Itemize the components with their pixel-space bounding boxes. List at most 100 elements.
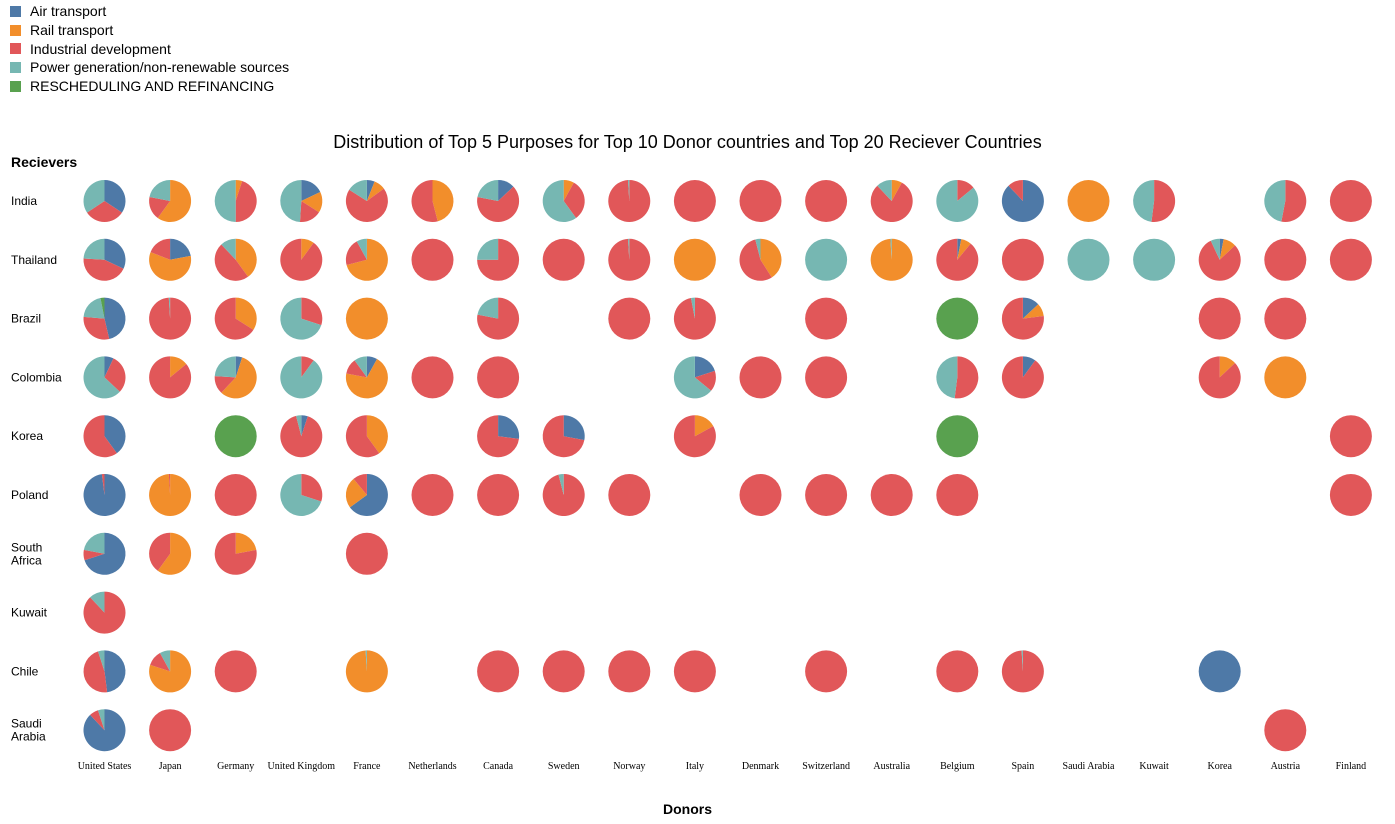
- pie-slice: [755, 238, 761, 260]
- pie-colombia-netherlands: [411, 356, 454, 399]
- pie-slice: [1001, 356, 1044, 399]
- pie-slice: [365, 650, 367, 672]
- pie-slice: [83, 591, 126, 634]
- pie-slice: [104, 297, 126, 340]
- pie-slice: [235, 532, 257, 554]
- pie-brazil-italy: [673, 297, 716, 340]
- x-tick-label: Austria: [1271, 761, 1301, 772]
- pie-slice: [83, 532, 105, 554]
- pie-slice: [83, 298, 105, 319]
- pie-slice: [673, 356, 712, 399]
- pie-thailand-norway: [608, 238, 651, 281]
- pie-slice: [673, 180, 716, 222]
- pie-thailand-austria: [1264, 238, 1307, 281]
- pie-india-kuwait: [1133, 179, 1176, 222]
- x-tick-label: United States: [78, 761, 132, 772]
- pie-slice: [280, 474, 322, 516]
- pie-slice: [356, 238, 367, 260]
- pie-slice: [235, 181, 257, 222]
- pie-slice: [159, 650, 171, 672]
- pie-slice: [1067, 180, 1110, 222]
- pie-slice: [83, 238, 105, 260]
- pie-korea-italy: [673, 415, 716, 458]
- pie-slice: [345, 532, 388, 575]
- pie-slice: [149, 532, 171, 571]
- pie-chile-japan: [149, 650, 192, 693]
- pie-slice: [1264, 297, 1307, 340]
- pie-slice: [1151, 179, 1176, 222]
- legend-label: RESCHEDULING AND REFINANCING: [30, 78, 275, 95]
- pie-thailand-canada: [477, 238, 520, 281]
- x-tick-label: Canada: [483, 761, 514, 772]
- pie-slice: [936, 356, 958, 399]
- pie-slice: [149, 297, 192, 340]
- pie-slice: [149, 474, 192, 516]
- pie-slice: [280, 415, 323, 458]
- pie-slice: [366, 181, 384, 201]
- pie-korea-canada: [477, 415, 520, 458]
- pie-slice: [280, 356, 323, 399]
- pie-slice: [1329, 415, 1372, 458]
- pie-korea-united-states: [83, 415, 126, 458]
- pie-slice: [411, 180, 438, 222]
- pie-poland-switzerland: [805, 474, 848, 516]
- pie-slice: [673, 415, 716, 458]
- pie-colombia-japan: [149, 356, 192, 399]
- x-tick-label: United Kingdom: [268, 761, 336, 772]
- pie-poland-germany: [214, 474, 257, 516]
- pie-slice: [694, 415, 714, 437]
- pie-thailand-sweden: [542, 238, 585, 281]
- y-tick-label: Kuwait: [11, 606, 48, 620]
- pie-brazil-spain: [1001, 297, 1044, 340]
- pie-slice: [498, 180, 514, 201]
- pie-slice: [83, 415, 117, 458]
- pie-slice: [673, 297, 716, 340]
- pie-slice: [301, 474, 323, 502]
- legend-label: Rail transport: [30, 22, 114, 39]
- x-tick-label: Finland: [1336, 761, 1367, 772]
- pie-slice: [98, 709, 105, 731]
- pie-saudi-arabia-austria: [1264, 709, 1307, 752]
- pie-slice: [542, 474, 585, 516]
- pie-slice: [157, 532, 192, 575]
- pie-slice: [739, 180, 782, 222]
- pie-slice: [104, 415, 126, 454]
- pie-slice: [477, 186, 520, 222]
- pie-colombia-italy: [673, 356, 716, 399]
- pie-slice: [936, 474, 979, 516]
- pie-chile-korea: [1198, 650, 1241, 693]
- pie-slice: [563, 415, 585, 441]
- pie-poland-canada: [477, 474, 520, 516]
- pie-slice: [214, 180, 236, 222]
- x-tick-label: Norway: [613, 761, 645, 772]
- pie-brazil-france: [345, 297, 388, 340]
- legend-label: Industrial development: [30, 40, 171, 57]
- pie-india-sweden: [542, 180, 585, 222]
- pie-thailand-switzerland: [805, 238, 848, 281]
- pie-slice: [1198, 650, 1241, 693]
- pie-slice: [477, 474, 520, 516]
- pie-colombia-belgium: [936, 356, 979, 399]
- pie-slice: [83, 180, 105, 213]
- pie-slice: [149, 180, 171, 201]
- pie-india-canada: [477, 180, 520, 222]
- pie-slice: [1219, 239, 1236, 260]
- pie-slice: [1264, 238, 1307, 281]
- pie-slice: [149, 650, 192, 693]
- pie-slice: [104, 358, 126, 392]
- pie-slice: [477, 180, 499, 201]
- pie-india-austria: [1264, 180, 1307, 222]
- pie-slice: [168, 473, 171, 495]
- pie-india-finland: [1329, 180, 1372, 222]
- pie-slice: [214, 244, 249, 281]
- pie-slice: [104, 238, 126, 269]
- pie-colombia-denmark: [739, 356, 782, 399]
- pie-slice: [214, 474, 257, 516]
- pie-slice: [345, 478, 367, 508]
- pie-slice: [936, 415, 979, 458]
- pie-brazil-belgium: [936, 297, 979, 340]
- pie-chile-france: [345, 650, 388, 693]
- pie-slice: [1264, 180, 1286, 222]
- pie-slice: [608, 297, 651, 340]
- pie-slice: [1264, 356, 1307, 399]
